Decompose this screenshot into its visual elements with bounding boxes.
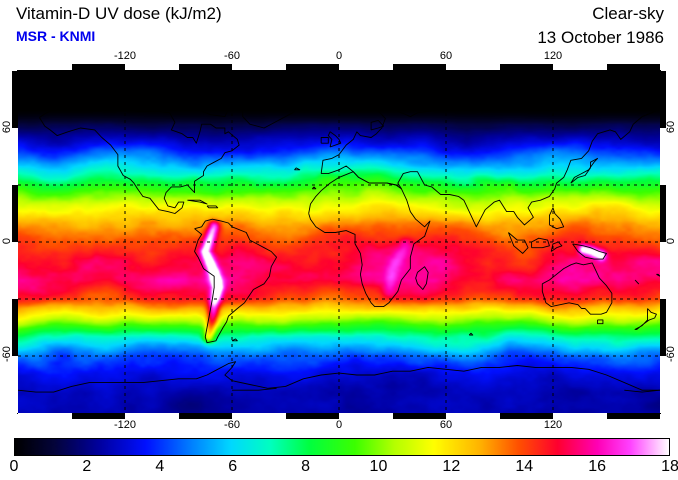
axis-tick-segment bbox=[285, 64, 339, 70]
longitude-tick-label: -60 bbox=[224, 50, 240, 62]
colorbar-tick-label: 0 bbox=[9, 458, 19, 475]
longitude-tick-label: 60 bbox=[439, 50, 453, 62]
coastline-path bbox=[213, 83, 301, 129]
coastline-path bbox=[415, 266, 429, 290]
axis-tick-segment bbox=[71, 413, 125, 419]
coastline-path bbox=[187, 199, 208, 205]
colorbar-tick-label: 14 bbox=[515, 458, 534, 475]
longitude-tick-label: 60 bbox=[439, 419, 453, 431]
colorbar-gradient bbox=[14, 438, 670, 456]
axis-tick-segment bbox=[499, 413, 553, 419]
coastline-path bbox=[327, 131, 342, 148]
colorbar-tick-label: 2 bbox=[82, 458, 92, 475]
coastline-path bbox=[294, 167, 301, 171]
date-label: 13 October 1986 bbox=[537, 28, 664, 47]
axis-tick-segment bbox=[660, 299, 666, 356]
axis-tick-segment bbox=[392, 64, 446, 70]
colorbar-tick-label: 10 bbox=[369, 458, 388, 475]
coastline-path bbox=[468, 332, 474, 336]
latitude-tick-label: 60 bbox=[665, 120, 677, 134]
coastline-path bbox=[656, 273, 660, 277]
colorbar-tick-label: 6 bbox=[228, 458, 238, 475]
colorbar-tick-label: 18 bbox=[661, 458, 678, 475]
coastline-path bbox=[570, 157, 599, 184]
coastline-path bbox=[320, 137, 329, 144]
coastline-path bbox=[18, 361, 660, 393]
data-source-label: MSR - KNMI bbox=[16, 28, 96, 44]
coastlines-overlay bbox=[18, 83, 660, 393]
coastline-path bbox=[634, 279, 640, 285]
coastline-path bbox=[320, 95, 657, 228]
latitude-tick-label: 60 bbox=[1, 120, 13, 134]
longitude-tick-label: 120 bbox=[543, 419, 563, 431]
coastline-path bbox=[548, 207, 565, 230]
axis-tick-segment bbox=[285, 413, 339, 419]
colorbar-tick-label: 12 bbox=[442, 458, 461, 475]
coastline-path bbox=[370, 119, 385, 131]
coastline-path bbox=[39, 106, 240, 214]
latitude-tick-label: -60 bbox=[1, 346, 13, 362]
coastline-path bbox=[153, 83, 197, 95]
axis-tick-segment bbox=[606, 64, 660, 70]
graticule-overlay bbox=[18, 71, 660, 413]
axis-tick-segment bbox=[71, 64, 125, 70]
axis-tick-segment bbox=[499, 64, 553, 70]
longitude-tick-label: -60 bbox=[224, 419, 240, 431]
coastline-path bbox=[572, 243, 607, 260]
longitude-tick-label: -120 bbox=[113, 50, 137, 62]
axis-left bbox=[12, 71, 18, 413]
coastline-path bbox=[194, 218, 278, 344]
coastline-path bbox=[597, 319, 604, 325]
colorbar-tick-label: 4 bbox=[155, 458, 165, 475]
axis-tick-segment bbox=[178, 64, 232, 70]
axis-tick-segment bbox=[12, 185, 18, 242]
coastline-path bbox=[634, 308, 657, 330]
coastline-path bbox=[231, 338, 238, 342]
axis-right bbox=[660, 71, 666, 413]
latitude-tick-label: 0 bbox=[665, 237, 677, 245]
axis-tick-segment bbox=[660, 185, 666, 242]
page-title: Vitamin-D UV dose (kJ/m2) bbox=[16, 4, 222, 23]
longitude-tick-label: 120 bbox=[543, 50, 563, 62]
latitude-tick-label: 0 bbox=[1, 237, 13, 245]
axis-tick-segment bbox=[12, 71, 18, 128]
axis-tick-segment bbox=[178, 413, 232, 419]
latitude-tick-label: -60 bbox=[665, 346, 677, 362]
coastline-path bbox=[311, 186, 317, 190]
coastline-path bbox=[508, 232, 529, 254]
axis-top bbox=[18, 64, 660, 70]
axis-tick-segment bbox=[660, 71, 666, 128]
axis-tick-segment bbox=[606, 413, 660, 419]
coastline-path bbox=[541, 262, 613, 315]
longitude-tick-label: -120 bbox=[113, 419, 137, 431]
axis-tick-segment bbox=[392, 413, 446, 419]
world-map-heatmap bbox=[18, 71, 660, 413]
axis-tick-segment bbox=[12, 299, 18, 356]
coastline-path bbox=[624, 389, 660, 393]
axis-bottom bbox=[18, 413, 660, 419]
longitude-tick-label: 0 bbox=[335, 419, 343, 431]
colorbar-tick-label: 8 bbox=[301, 458, 310, 475]
coastline-path bbox=[232, 387, 277, 391]
coastline-path bbox=[206, 205, 219, 209]
coastline-path bbox=[550, 241, 563, 252]
condition-label: Clear-sky bbox=[592, 4, 664, 23]
longitude-tick-label: 0 bbox=[335, 50, 343, 62]
colorbar bbox=[14, 438, 670, 456]
coastline-path bbox=[195, 102, 229, 118]
colorbar-tick-label: 16 bbox=[588, 458, 607, 475]
